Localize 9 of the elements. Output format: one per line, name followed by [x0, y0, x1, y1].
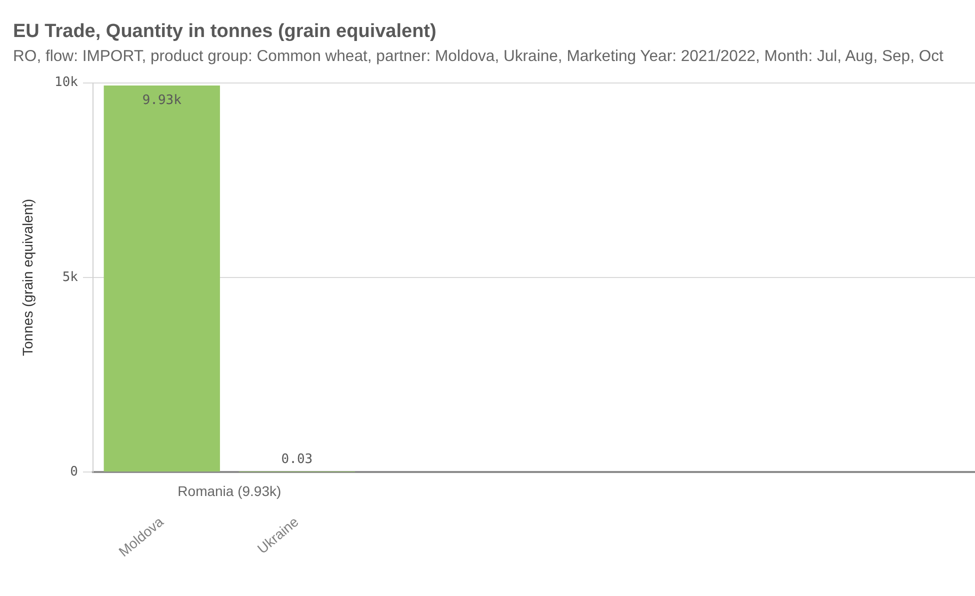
- data-label: 0.03: [281, 452, 313, 467]
- y-tick-label: 0: [70, 464, 78, 480]
- text: RO, flow: IMPORT, product group: Common wheat, partner: Moldova, Ukraine, Marketing Year: 2021/2022, Month: Jul, Aug, Sep, Oct: [13, 48, 944, 66]
- data-label: 9.93k: [142, 92, 182, 108]
- text: Romania (9.93k): [178, 482, 282, 499]
- chart-title: EU Trade, Quantity in tonnes (grain equivalent): [13, 21, 436, 43]
- y-axis-title: Tonnes (grain equivalent): [19, 198, 36, 356]
- y-tick-label: 10k: [54, 75, 78, 90]
- y-tick-label: 5k: [62, 270, 78, 285]
